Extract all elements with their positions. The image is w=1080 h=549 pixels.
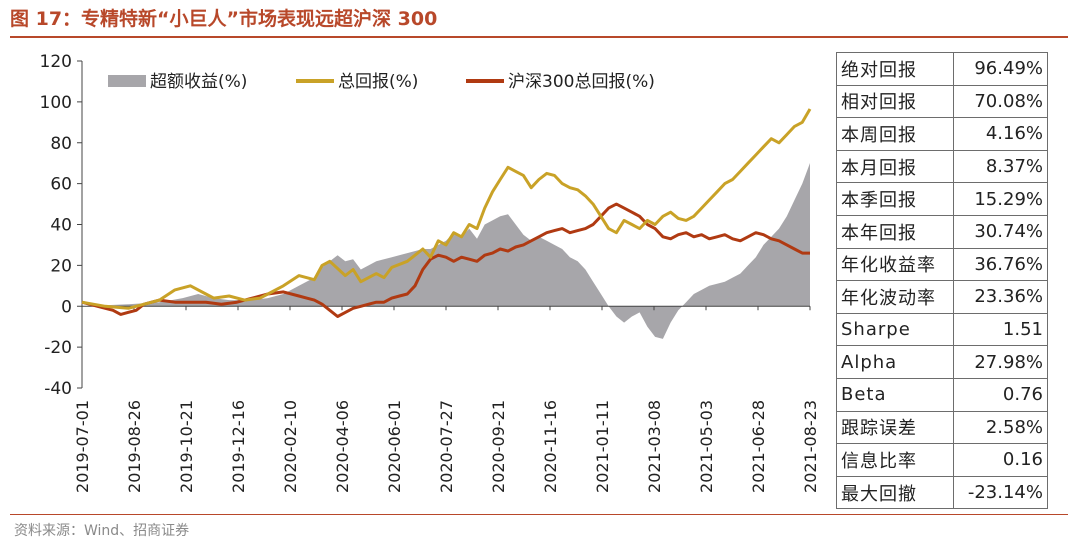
stats-row: 年化波动率 23.36% bbox=[836, 280, 1048, 314]
x-tick-label: 2021-01-11 bbox=[593, 400, 612, 493]
total-return-line bbox=[81, 108, 812, 310]
x-tick-label: 2021-06-28 bbox=[749, 400, 768, 493]
x-tick-label: 2021-08-23 bbox=[801, 400, 820, 493]
stats-label: Alpha bbox=[836, 345, 954, 379]
stats-table: 绝对回报 96.49% 相对回报 70.08% 本周回报 4.16% 本月回报 8.37% 本季… bbox=[836, 52, 1048, 510]
stats-row: Beta 0.76 bbox=[836, 377, 1048, 412]
line-chart: -40 -20 0 20 40 60 80 100 120 2019-07-01 2019-08-2… bbox=[40, 52, 820, 493]
x-tick-label: 2020-02-10 bbox=[281, 400, 300, 493]
y-tick-label: 0 bbox=[61, 297, 72, 317]
stats-row: Alpha 27.98% bbox=[836, 345, 1048, 379]
stats-label: 本季回报 bbox=[836, 182, 954, 216]
stats-value: 96.49% bbox=[953, 52, 1048, 86]
title-rule bbox=[10, 36, 1068, 38]
y-tick-label: 80 bbox=[50, 134, 72, 154]
stats-label: Beta bbox=[836, 377, 954, 412]
stats-value: 70.08% bbox=[953, 84, 1048, 119]
stats-row: Sharpe 1.51 bbox=[836, 312, 1048, 347]
stats-value: 15.29% bbox=[953, 182, 1048, 216]
legend-excess-swatch bbox=[108, 75, 146, 87]
stats-label: 本周回报 bbox=[836, 117, 954, 151]
stats-value: 8.37% bbox=[953, 149, 1048, 184]
x-tick-label: 2020-07-27 bbox=[437, 400, 456, 493]
stats-value: 2.58% bbox=[953, 410, 1048, 445]
stats-value: 30.74% bbox=[953, 214, 1048, 249]
stats-label: 信息比率 bbox=[836, 443, 954, 477]
y-tick-label: 40 bbox=[50, 216, 72, 236]
stats-value: 23.36% bbox=[953, 280, 1048, 314]
stats-value: 36.76% bbox=[953, 247, 1048, 282]
stats-value: 27.98% bbox=[953, 345, 1048, 379]
source-rule bbox=[10, 514, 1068, 515]
y-tick-label: 100 bbox=[40, 93, 72, 113]
stats-row: 最大回撤 -23.14% bbox=[836, 475, 1048, 510]
stats-row: 本季回报 15.29% bbox=[836, 182, 1048, 216]
legend-total-label: 总回报(%) bbox=[338, 72, 418, 92]
stats-label: 本年回报 bbox=[836, 214, 954, 249]
legend-excess-label: 超额收益(%) bbox=[150, 72, 247, 92]
y-tick-label: 120 bbox=[40, 52, 72, 72]
stats-label: 最大回撤 bbox=[836, 475, 954, 510]
legend-hs300-label: 沪深300总回报(%) bbox=[508, 72, 655, 92]
x-tick-label: 2020-11-16 bbox=[541, 400, 560, 493]
stats-label: 年化波动率 bbox=[836, 280, 954, 314]
y-tick-label: 60 bbox=[50, 175, 72, 195]
stats-label: Sharpe bbox=[836, 312, 954, 347]
stats-row: 绝对回报 96.49% bbox=[836, 52, 1048, 86]
source-note: 资料来源：Wind、招商证券 bbox=[14, 523, 190, 539]
x-tick-label: 2019-12-16 bbox=[229, 400, 248, 493]
x-tick-label: 2021-03-08 bbox=[645, 400, 664, 493]
stats-row: 相对回报 70.08% bbox=[836, 84, 1048, 119]
stats-row: 本周回报 4.16% bbox=[836, 117, 1048, 151]
x-tick-label: 2019-07-01 bbox=[73, 400, 92, 493]
figure-title: 图 17：专精特新“小巨人”市场表现远超沪深 300 bbox=[10, 8, 438, 30]
stats-value: 0.16 bbox=[953, 443, 1048, 477]
hs300-return-line bbox=[81, 202, 810, 318]
stats-row: 跟踪误差 2.58% bbox=[836, 410, 1048, 445]
x-tick-label: 2019-08-26 bbox=[125, 400, 144, 493]
stats-value: 1.51 bbox=[953, 312, 1048, 347]
x-tick-label: 2020-09-21 bbox=[489, 400, 508, 493]
x-tick-label: 2021-05-03 bbox=[697, 400, 716, 493]
stats-value: -23.14% bbox=[953, 475, 1048, 510]
y-tick-label: 20 bbox=[50, 256, 72, 276]
x-tick-label: 2020-04-06 bbox=[333, 400, 352, 493]
y-tick-label: -40 bbox=[44, 379, 72, 399]
x-tick-label: 2020-06-01 bbox=[385, 400, 404, 493]
stats-row: 本月回报 8.37% bbox=[836, 149, 1048, 184]
stats-label: 绝对回报 bbox=[836, 52, 954, 86]
stats-label: 年化收益率 bbox=[836, 247, 954, 282]
stats-value: 4.16% bbox=[953, 117, 1048, 151]
stats-row: 信息比率 0.16 bbox=[836, 443, 1048, 477]
y-tick-label: -20 bbox=[44, 338, 72, 358]
stats-row: 本年回报 30.74% bbox=[836, 214, 1048, 249]
stats-value: 0.76 bbox=[953, 377, 1048, 412]
stats-row: 年化收益率 36.76% bbox=[836, 247, 1048, 282]
excess-return-area bbox=[82, 163, 810, 339]
stats-label: 本月回报 bbox=[836, 149, 954, 184]
stats-label: 相对回报 bbox=[836, 84, 954, 119]
stats-label: 跟踪误差 bbox=[836, 410, 954, 445]
x-tick-label: 2019-10-21 bbox=[177, 400, 196, 493]
